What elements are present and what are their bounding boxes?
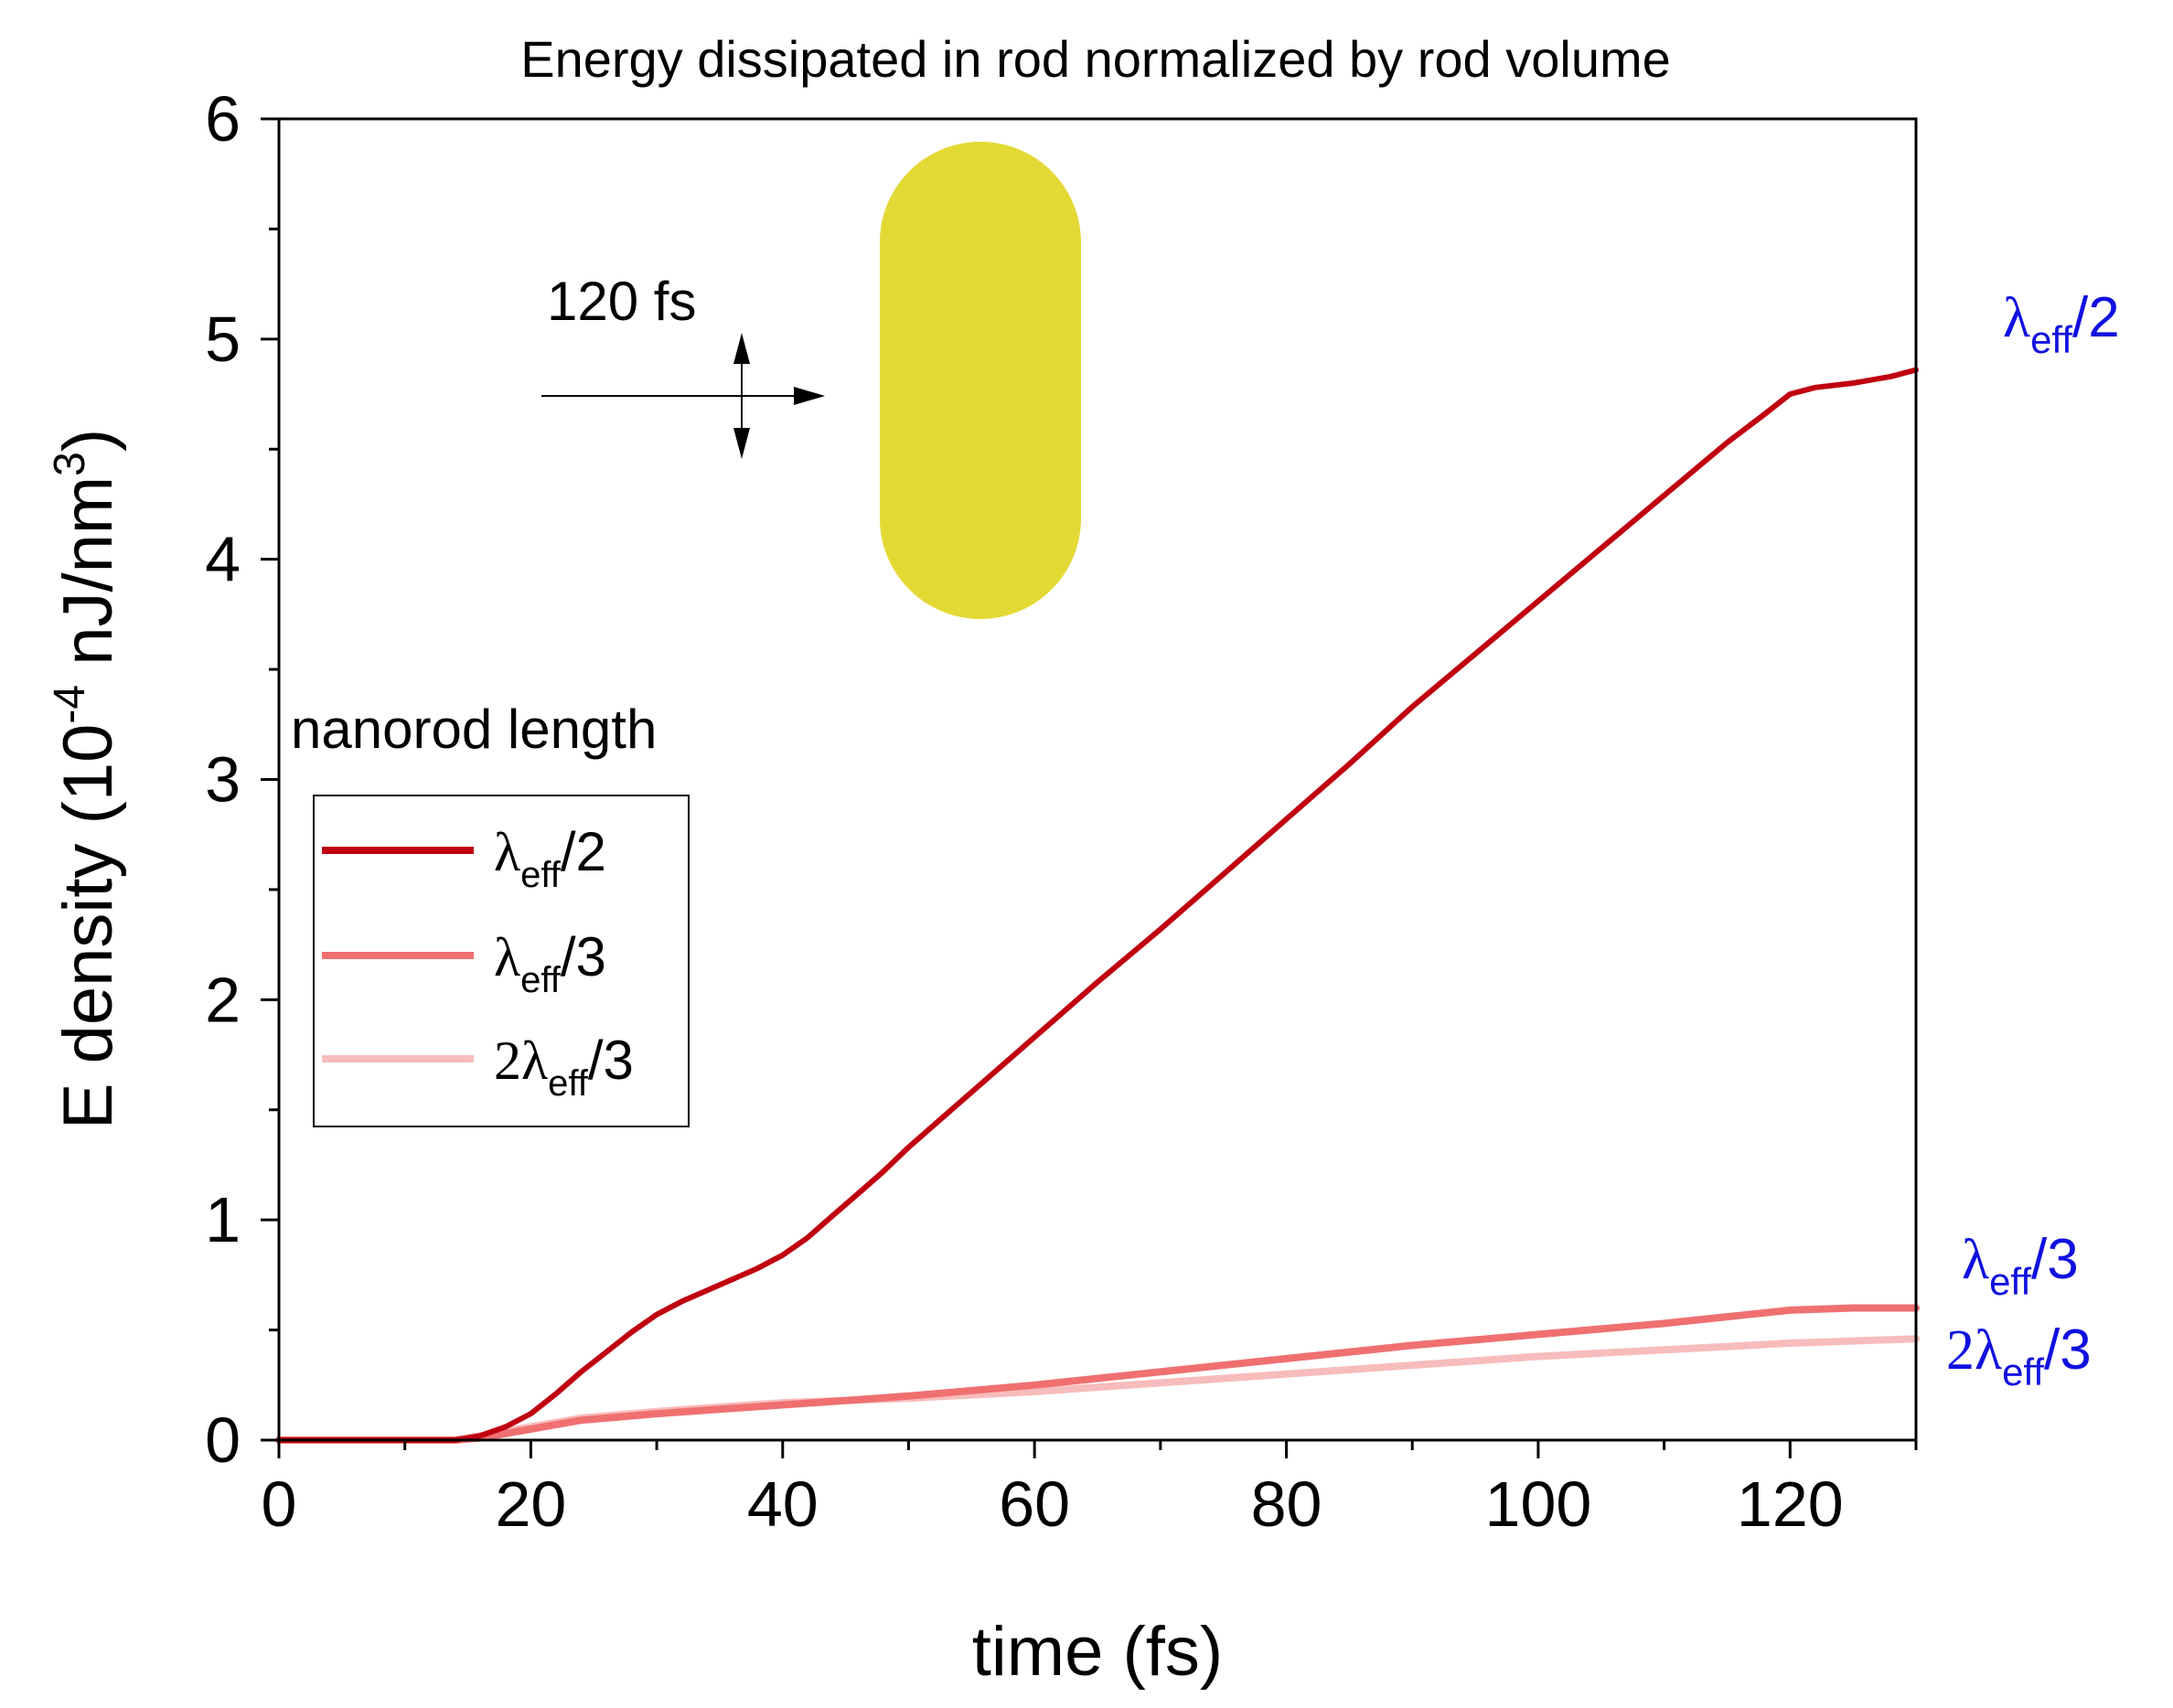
end-label-3: 2λeff/3 xyxy=(1946,1318,2092,1393)
series-end-labels: λeff/2 λeff/3 2λeff/3 xyxy=(1946,286,2120,1393)
x-tick-label: 60 xyxy=(999,1468,1070,1540)
series-line-1 xyxy=(276,367,1919,1443)
y-axis-label-main: E density (10 xyxy=(49,724,127,1130)
y-tick-label: 1 xyxy=(205,1184,241,1255)
y-axis-label-unit: nJ/nm xyxy=(49,476,127,685)
pulse-arrow-group xyxy=(541,333,825,459)
x-tick-label: 0 xyxy=(262,1468,297,1540)
chart-title: Energy dissipated in rod normalized by r… xyxy=(520,30,1671,88)
end-label-2: λeff/3 xyxy=(1962,1228,2079,1303)
polarization-arrow-head-down xyxy=(733,428,750,459)
y-axis-label: E density (10-4 nJ/nm3) xyxy=(46,429,127,1129)
polarization-arrow-head-up xyxy=(733,333,750,364)
y-tick-label: 4 xyxy=(205,524,241,595)
x-axis-ticks: 0 20 40 60 80 100 120 xyxy=(262,1440,1918,1540)
y-axis-label-close: ) xyxy=(49,429,127,452)
y-axis-label-exp: -4 xyxy=(46,685,94,724)
y-axis-label-unit-exp: 3 xyxy=(46,452,94,476)
legend-title: nanorod length xyxy=(291,699,657,760)
y-tick-label: 6 xyxy=(205,83,241,155)
x-axis-label: time (fs) xyxy=(972,1613,1223,1691)
y-tick-label: 5 xyxy=(205,304,241,375)
legend-label-2: λeff/3 xyxy=(494,926,606,1000)
y-tick-label: 3 xyxy=(205,744,241,816)
end-label-1: λeff/2 xyxy=(2003,286,2120,361)
pulse-duration-label: 120 fs xyxy=(547,271,696,332)
legend-label-3: 2λeff/3 xyxy=(494,1030,634,1104)
y-axis-ticks: 0 1 2 3 4 5 6 xyxy=(205,83,279,1476)
y-tick-label: 2 xyxy=(205,964,241,1035)
x-tick-label: 80 xyxy=(1251,1468,1322,1540)
x-tick-label: 100 xyxy=(1485,1468,1592,1540)
y-tick-label: 0 xyxy=(205,1404,241,1476)
legend-label-1: λeff/2 xyxy=(494,821,606,895)
x-tick-label: 20 xyxy=(495,1468,566,1540)
x-tick-label: 120 xyxy=(1737,1468,1844,1540)
series-group xyxy=(275,367,1920,1444)
x-tick-label: 40 xyxy=(747,1468,819,1540)
series-line-2 xyxy=(275,1304,1920,1444)
legend-items: λeff/2 λeff/3 2λeff/3 xyxy=(322,821,634,1104)
nanorod-shape xyxy=(880,142,1081,619)
propagation-arrow-head xyxy=(794,387,825,405)
